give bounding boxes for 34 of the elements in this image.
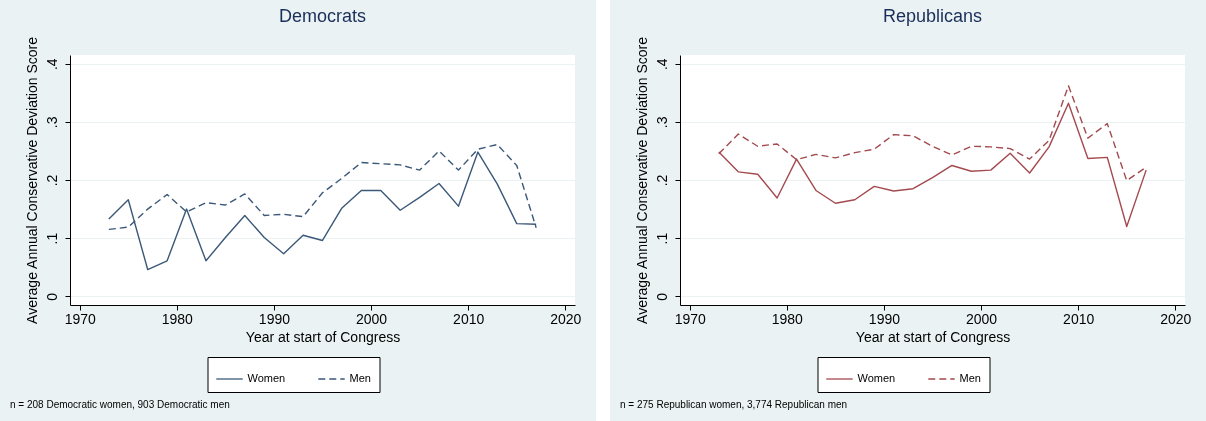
x-tick-label: 1980 xyxy=(161,310,194,327)
x-axis-title: Year at start of Congress xyxy=(245,328,401,345)
y-tick-label: .2 xyxy=(43,174,60,187)
y-tick-label: 0 xyxy=(43,292,60,301)
x-tick-label: 2000 xyxy=(355,310,388,327)
y-tick-label: .3 xyxy=(43,116,60,129)
legend-label: Men xyxy=(349,372,371,384)
x-axis-title: Year at start of Congress xyxy=(855,328,1011,345)
legend-label: Women xyxy=(247,372,286,384)
chart-title: Republicans xyxy=(882,6,983,27)
x-tick-label: 1980 xyxy=(771,310,804,327)
legend-label: Men xyxy=(959,372,981,384)
legend-label: Women xyxy=(857,372,896,384)
y-tick-label: .4 xyxy=(653,58,670,71)
x-tick-label: 1990 xyxy=(258,310,291,327)
y-tick-label: .2 xyxy=(653,174,670,187)
y-tick-label: .1 xyxy=(43,232,60,245)
y-axis-title: Average Annual Conservative Deviation Score xyxy=(633,36,650,324)
x-tick-label: 2010 xyxy=(453,310,485,327)
y-tick-label: .4 xyxy=(43,58,60,71)
text: n = 208 Democratic women, 903 Democratic men xyxy=(10,399,230,410)
y-tick-label: .1 xyxy=(653,232,670,245)
x-tick-label: 1970 xyxy=(64,310,96,327)
x-tick-label: 2000 xyxy=(965,310,998,327)
x-tick-label: 2010 xyxy=(1063,310,1095,327)
y-tick-label: .3 xyxy=(653,116,670,129)
x-tick-label: 2020 xyxy=(1160,310,1192,327)
chart-title: Democrats xyxy=(278,6,367,27)
y-tick-label: 0 xyxy=(653,292,670,301)
x-tick-label: 1990 xyxy=(868,310,901,327)
text: n = 275 Republican women, 3,774 Republican men xyxy=(620,399,848,410)
y-axis-title: Average Annual Conservative Deviation Score xyxy=(23,36,40,324)
x-tick-label: 1970 xyxy=(674,310,706,327)
x-tick-label: 2020 xyxy=(550,310,582,327)
